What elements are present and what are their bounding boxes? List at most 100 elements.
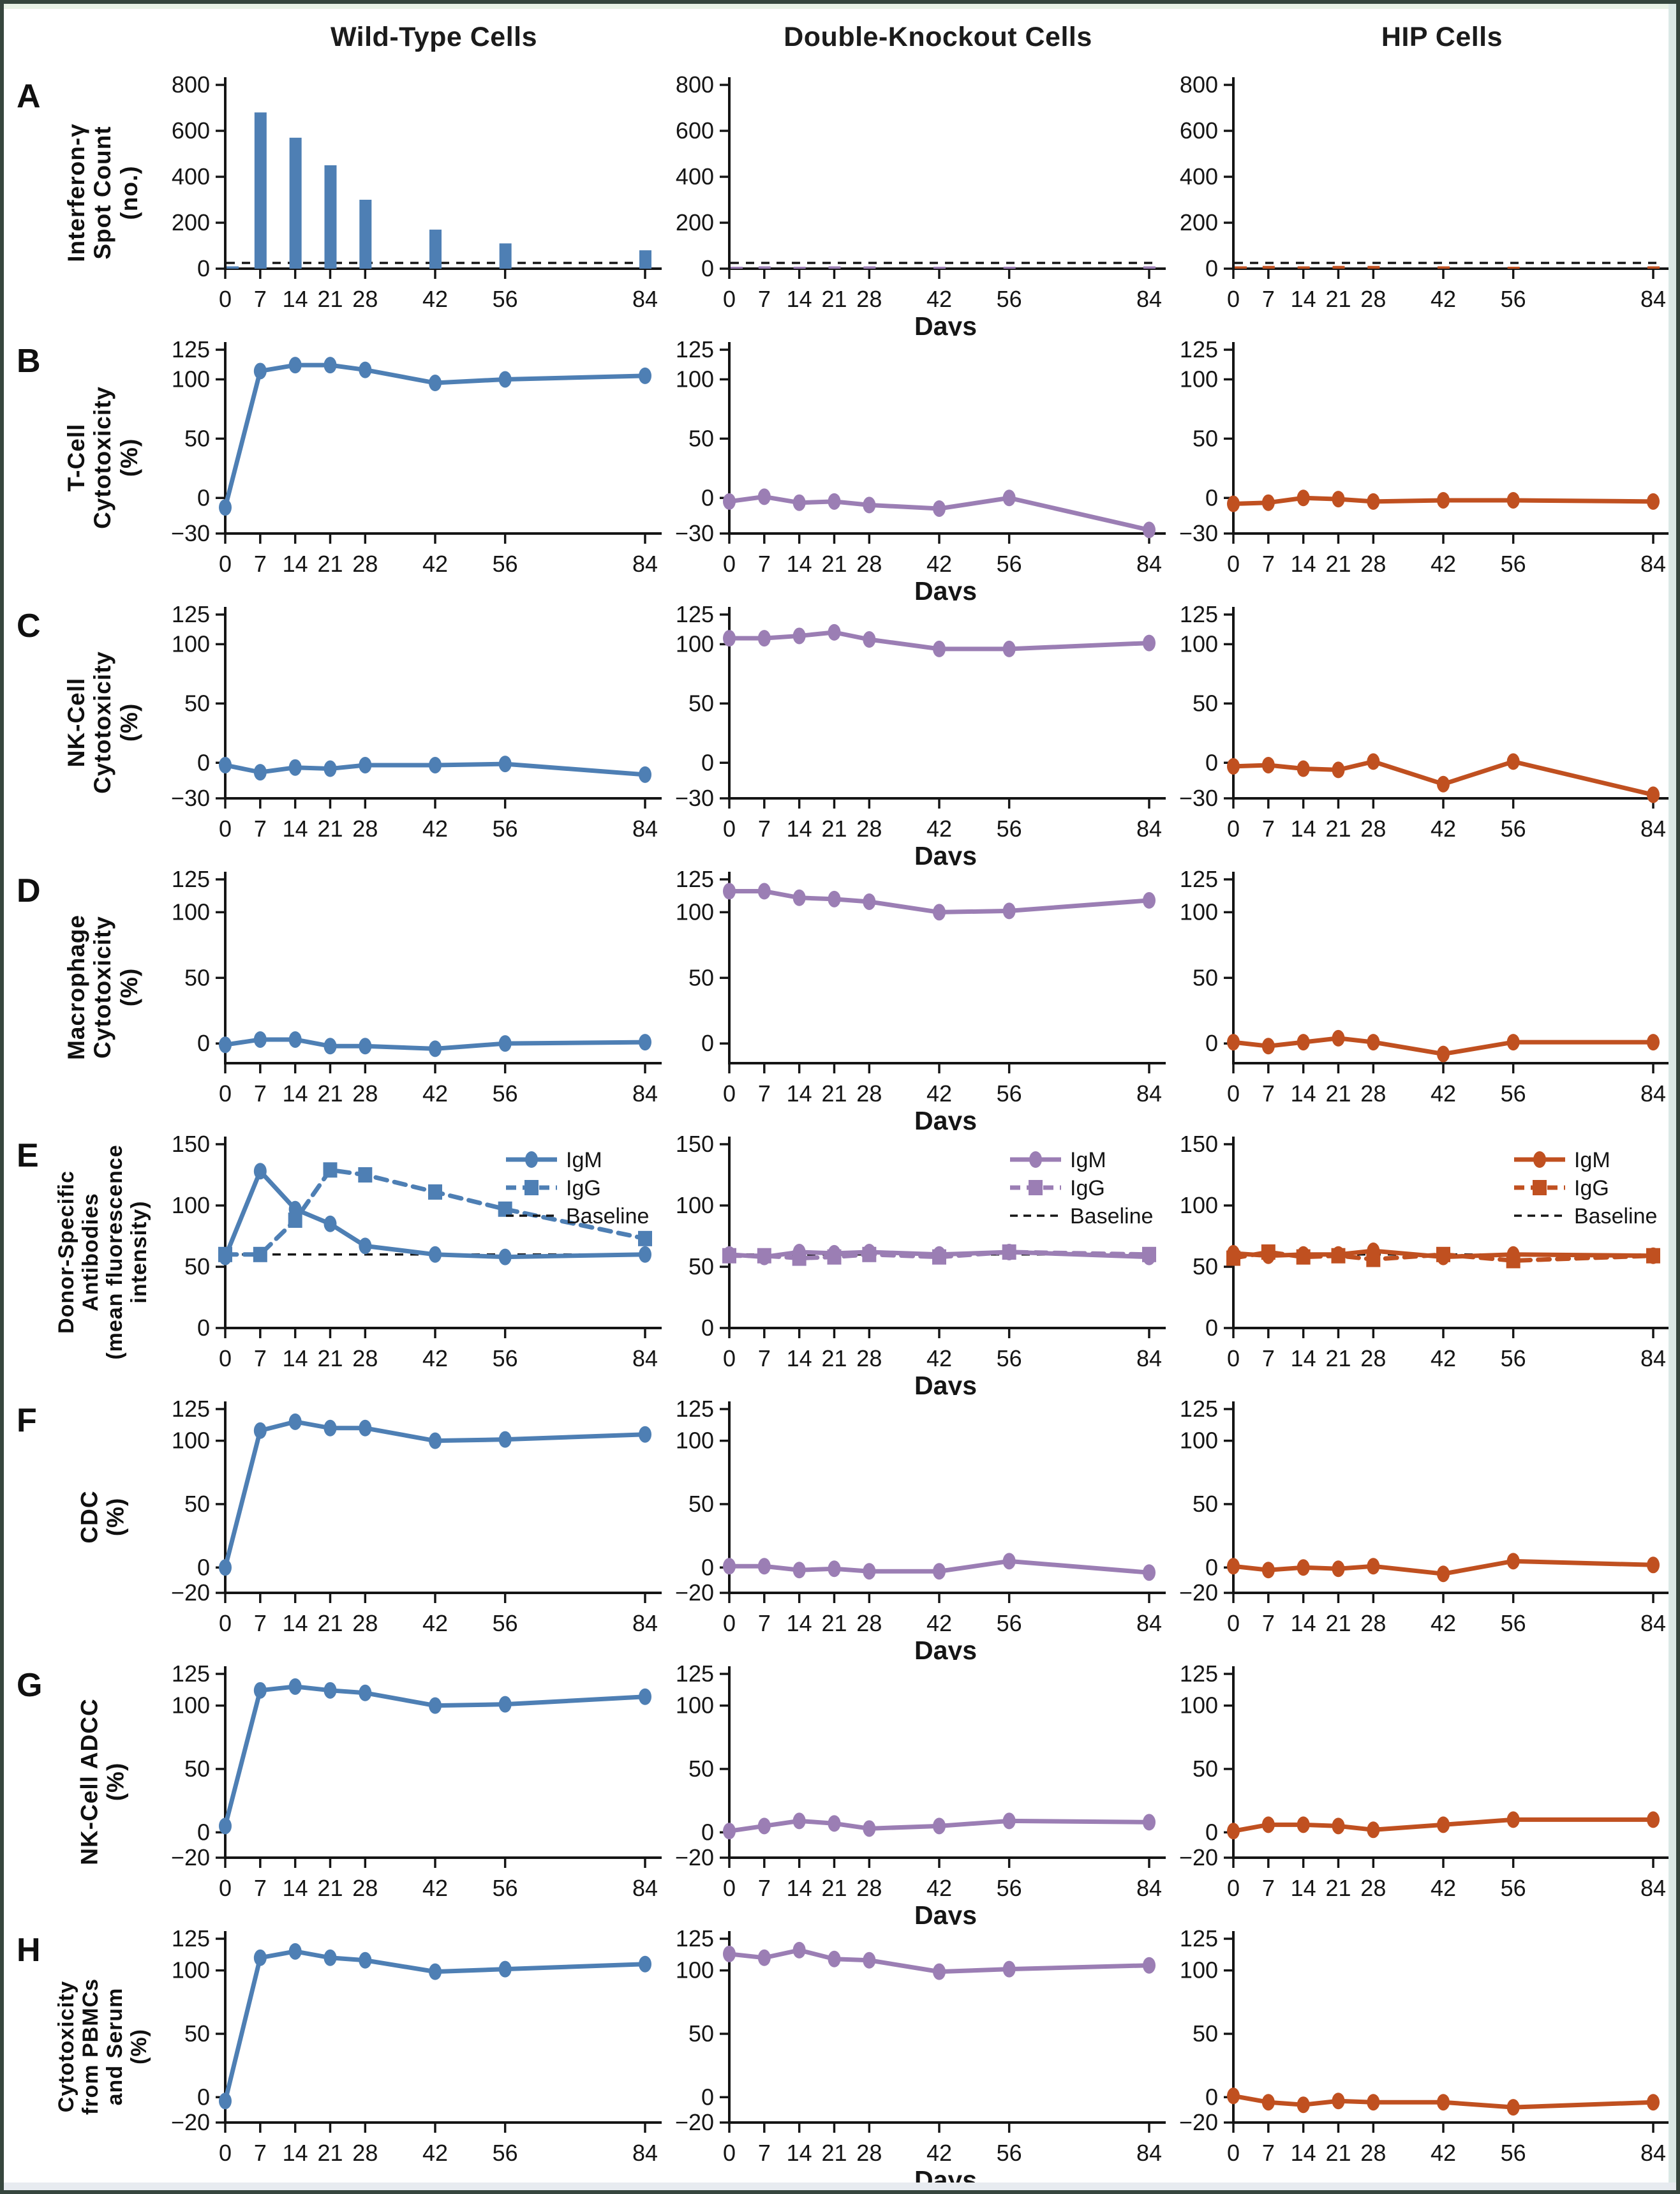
y-tick-label: −20	[675, 1844, 714, 1870]
series-marker	[1002, 1553, 1016, 1570]
y-axis-title-D: Macrophage Cytotoxicity (%)	[63, 914, 142, 1060]
bar	[1332, 265, 1345, 269]
igm-series-marker	[792, 1243, 806, 1260]
svg-text:IgM: IgM	[566, 1148, 602, 1172]
x-tick-label: 28	[1360, 1080, 1386, 1107]
x-tick-label: 7	[254, 2140, 267, 2166]
x-tick-label: 42	[422, 1610, 448, 1636]
series-marker	[757, 630, 771, 647]
x-tick-label: 21	[1325, 816, 1351, 842]
x-tick-label: 84	[1640, 816, 1666, 842]
x-tick-label: 7	[254, 551, 267, 577]
series-marker	[863, 496, 876, 514]
bar	[1262, 265, 1275, 269]
x-tick-label: 42	[926, 1875, 952, 1901]
igm-series-marker	[933, 1246, 946, 1263]
x-tick-label: 7	[758, 1875, 771, 1901]
series-marker	[863, 893, 876, 910]
series-marker	[828, 1815, 841, 1832]
x-tick-label: 28	[856, 1345, 882, 1371]
igm-series-marker	[723, 1246, 736, 1263]
y-axis-title-A: Interferon-γ Spot Count (no.)	[63, 123, 142, 262]
series-marker	[792, 889, 806, 906]
x-tick-label: 84	[1136, 551, 1162, 577]
x-tick-label: 14	[787, 1610, 812, 1636]
x-tick-label: 7	[254, 1610, 267, 1636]
panel-G-hip: −20 0 50 100 125 0 7 14 21 28 42 56 84	[1170, 1660, 1674, 1925]
x-axis-title: Days	[914, 576, 977, 601]
x-tick-label: 21	[821, 1080, 847, 1107]
svg-text:IgG: IgG	[566, 1176, 601, 1200]
x-tick-label: 42	[1431, 816, 1456, 842]
series-marker	[498, 371, 512, 388]
series-marker	[757, 883, 771, 900]
x-tick-label: 42	[1431, 2140, 1456, 2166]
x-tick-label: 28	[352, 1875, 378, 1901]
series-marker	[219, 756, 232, 773]
x-tick-label: 0	[723, 2140, 736, 2166]
y-tick-label: 0	[197, 1315, 210, 1341]
x-tick-label: 28	[352, 1345, 378, 1371]
y-tick-label: −20	[675, 2109, 714, 2135]
figure-row-C: C NK-Cell Cytotoxicity (%) −30 0 50 100 125 0 7 1…	[4, 601, 1676, 865]
series-marker	[792, 494, 806, 511]
y-tick-label: 50	[688, 1253, 714, 1280]
y-tick-label: 600	[172, 117, 210, 144]
series-marker	[1367, 1558, 1380, 1575]
series-marker	[639, 1034, 651, 1051]
panel-C-double-knockout: −30 0 50 100 125 0 7 14 21 28 42 56 84 Days	[665, 601, 1170, 865]
series-marker	[723, 1823, 736, 1840]
series-marker	[1143, 1564, 1156, 1581]
series-marker	[1227, 1034, 1240, 1051]
x-tick-label: 21	[821, 816, 847, 842]
x-tick-label: 21	[821, 1610, 847, 1636]
igm-series-marker	[757, 1248, 771, 1265]
x-tick-label: 0	[1227, 816, 1240, 842]
series-marker	[933, 1963, 946, 1980]
panel-E-hip: 0 50 100 150 0 7 14 21 28 42 56 84 IgM IgG Baseline	[1170, 1130, 1674, 1395]
series-marker	[359, 756, 372, 773]
series-marker	[1261, 494, 1275, 511]
legend-entry-igm: IgM	[506, 1148, 602, 1172]
y-tick-label: −30	[675, 520, 714, 546]
x-tick-label: 42	[926, 1345, 952, 1371]
y-tick-label: 100	[1180, 366, 1218, 392]
x-tick-label: 84	[632, 1610, 658, 1636]
x-tick-label: 14	[1291, 286, 1316, 312]
y-tick-label: 125	[1180, 866, 1218, 892]
y-tick-label: 0	[701, 484, 714, 511]
x-tick-label: 21	[821, 2140, 847, 2166]
panel-F-wild-type: −20 0 50 100 125 0 7 14 21 28 42 56 84	[161, 1395, 665, 1660]
series-marker	[1261, 1562, 1275, 1579]
series-marker	[498, 756, 512, 773]
y-tick-label: −20	[171, 1844, 210, 1870]
x-tick-label: 0	[219, 1080, 232, 1107]
panel-letter-D: D	[17, 872, 41, 909]
x-tick-label: 84	[1640, 1875, 1666, 1901]
x-tick-label: 0	[723, 286, 736, 312]
x-tick-label: 84	[1640, 286, 1666, 312]
x-tick-label: 21	[1325, 1610, 1351, 1636]
series-marker	[828, 493, 841, 510]
y-tick-label: 100	[676, 1428, 714, 1454]
y-tick-label: 200	[1180, 209, 1218, 235]
y-tick-label: 125	[1180, 1396, 1218, 1422]
bar	[1438, 266, 1450, 269]
x-tick-label: 56	[493, 2140, 518, 2166]
y-tick-label: 800	[1180, 71, 1218, 98]
series-marker	[219, 499, 232, 516]
x-tick-label: 56	[1501, 1875, 1526, 1901]
y-tick-label: 50	[184, 964, 210, 990]
x-tick-label: 7	[758, 286, 771, 312]
series-marker	[359, 361, 372, 378]
series-marker	[219, 1559, 232, 1576]
igm-series-marker	[1227, 1244, 1240, 1262]
series-marker	[359, 1684, 372, 1701]
x-tick-label: 42	[422, 551, 448, 577]
x-tick-label: 14	[283, 1610, 308, 1636]
y-tick-label: 400	[1180, 163, 1218, 190]
